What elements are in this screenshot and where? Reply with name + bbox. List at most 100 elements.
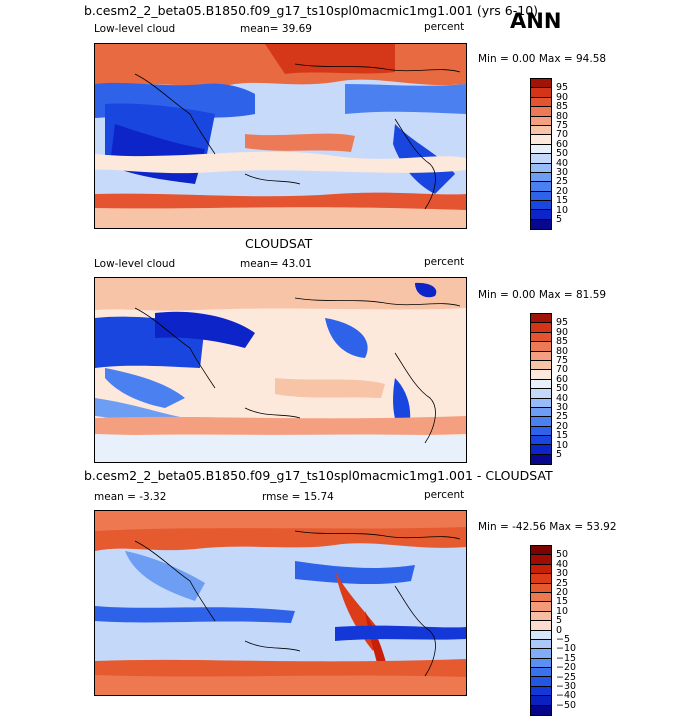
colorbar-box xyxy=(531,621,551,631)
colorbar-box xyxy=(531,583,551,593)
colorbar-box xyxy=(531,323,551,333)
colorbar-box xyxy=(531,88,551,98)
colorbar-tick-label: 95 xyxy=(556,317,569,329)
colorbar-tick-label: 30 xyxy=(556,167,569,178)
colorbar-box xyxy=(531,398,551,408)
panel-1-mean: mean= 39.69 xyxy=(240,23,312,35)
colorbar-box xyxy=(531,686,551,697)
panel-2-variable: Low-level cloud xyxy=(94,258,176,270)
colorbar-box xyxy=(531,79,551,89)
colorbar-box xyxy=(531,219,551,230)
colorbar-tick-label: 20 xyxy=(556,587,569,598)
colorbar-tick-label: −5 xyxy=(556,634,571,645)
panel-3-units: percent xyxy=(424,489,465,501)
colorbar-tick-label: 80 xyxy=(556,345,569,357)
colorbar-tick-label: 30 xyxy=(556,568,569,580)
colorbar-box xyxy=(531,705,551,716)
colorbar-tick-label: 10 xyxy=(556,439,569,451)
colorbar-box xyxy=(531,668,551,678)
colorbar-box xyxy=(531,677,551,687)
colorbar-box xyxy=(531,97,551,108)
colorbar-tick-label: 90 xyxy=(556,326,569,338)
colorbar-tick-label: 20 xyxy=(556,185,569,197)
colorbar-tick-label: 75 xyxy=(556,120,569,131)
colorbar-box xyxy=(531,360,551,371)
colorbar-tick-label: 90 xyxy=(556,91,569,103)
colorbar-tick-label: 25 xyxy=(556,411,569,423)
panel-3-mean: mean = -3.32 xyxy=(94,491,167,503)
colorbar-tick-label: 20 xyxy=(556,420,569,432)
panel-2-units: percent xyxy=(424,256,465,268)
colorbar-tick-label: 70 xyxy=(556,129,569,141)
colorbar-box xyxy=(531,107,551,117)
colorbar-box xyxy=(531,370,551,380)
colorbar-tick-label: 95 xyxy=(556,82,569,94)
panel-1-map xyxy=(94,43,467,229)
colorbar-tick-label: −30 xyxy=(556,681,577,692)
colorbar-box xyxy=(531,314,551,324)
colorbar-tick-label: 80 xyxy=(556,110,569,122)
colorbar-tick-label: 85 xyxy=(556,336,569,348)
colorbar-tick-label: 5 xyxy=(556,449,563,460)
colorbar-box xyxy=(531,436,551,446)
colorbar-box xyxy=(531,125,551,136)
colorbar-box xyxy=(531,639,551,650)
colorbar-box xyxy=(531,417,551,427)
colorbar-tick-label: 25 xyxy=(556,176,569,188)
panel-2-mean: mean= 43.01 xyxy=(240,258,312,270)
panel-3-map xyxy=(94,510,467,696)
colorbar-tick-label: 15 xyxy=(556,596,569,608)
colorbar-tick-label: 30 xyxy=(556,402,569,413)
colorbar-box xyxy=(531,407,551,418)
colorbar-tick-label: 60 xyxy=(556,138,569,150)
colorbar-box xyxy=(531,630,551,640)
panel-1-title: b.cesm2_2_beta05.B1850.f09_g17_ts10spl0m… xyxy=(84,3,539,18)
colorbar-box xyxy=(531,592,551,603)
colorbar-box xyxy=(531,389,551,399)
colorbar-tick-label: 50 xyxy=(556,549,569,561)
panel-3-rmse: rmse = 15.74 xyxy=(262,491,334,503)
colorbar-tick-label: 50 xyxy=(556,383,569,395)
colorbar-tick-label: 75 xyxy=(556,355,569,366)
colorbar-box xyxy=(531,172,551,183)
colorbar-box xyxy=(531,611,551,622)
colorbar-tick-label: 5 xyxy=(556,214,563,225)
panel-1-map-svg xyxy=(95,44,466,228)
colorbar-box xyxy=(531,574,551,584)
colorbar-box xyxy=(531,135,551,145)
colorbar-tick-label: −40 xyxy=(556,690,577,702)
colorbar-tick-label: 25 xyxy=(556,577,569,589)
panel-2-map-svg xyxy=(95,278,466,462)
panel-3-colorbar xyxy=(530,545,552,716)
panel-3-map-svg xyxy=(95,511,466,695)
season-label: ANN xyxy=(510,9,562,33)
panel-2-map xyxy=(94,277,467,463)
panel-1-colorbar xyxy=(530,78,552,231)
colorbar-tick-label: 5 xyxy=(556,615,563,627)
colorbar-tick-label: 50 xyxy=(556,148,569,160)
panel-1-minmax: Min = 0.00 Max = 94.58 xyxy=(478,53,607,65)
colorbar-box xyxy=(531,649,551,659)
colorbar-tick-label: 60 xyxy=(556,373,569,385)
colorbar-box xyxy=(531,696,551,706)
panel-1-variable: Low-level cloud xyxy=(94,23,176,35)
panel-3-minmax: Min = -42.56 Max = 53.92 xyxy=(478,521,617,533)
panel-3-title: b.cesm2_2_beta05.B1850.f09_g17_ts10spl0m… xyxy=(84,468,553,483)
colorbar-box xyxy=(531,454,551,465)
colorbar-tick-label: −25 xyxy=(556,671,577,683)
colorbar-box xyxy=(531,163,551,173)
colorbar-tick-label: 40 xyxy=(556,558,569,570)
colorbar-tick-label: 15 xyxy=(556,430,569,442)
colorbar-box xyxy=(531,342,551,352)
panel-2-minmax: Min = 0.00 Max = 81.59 xyxy=(478,289,607,301)
panel-1-units: percent xyxy=(424,21,465,33)
colorbar-box xyxy=(531,546,551,556)
colorbar-box xyxy=(531,116,551,126)
colorbar-box xyxy=(531,555,551,565)
colorbar-tick-label: 70 xyxy=(556,364,569,376)
colorbar-tick-label: 15 xyxy=(556,195,569,207)
colorbar-box xyxy=(531,191,551,202)
colorbar-tick-label: 0 xyxy=(556,624,563,636)
colorbar-box xyxy=(531,426,551,437)
colorbar-box xyxy=(531,445,551,455)
